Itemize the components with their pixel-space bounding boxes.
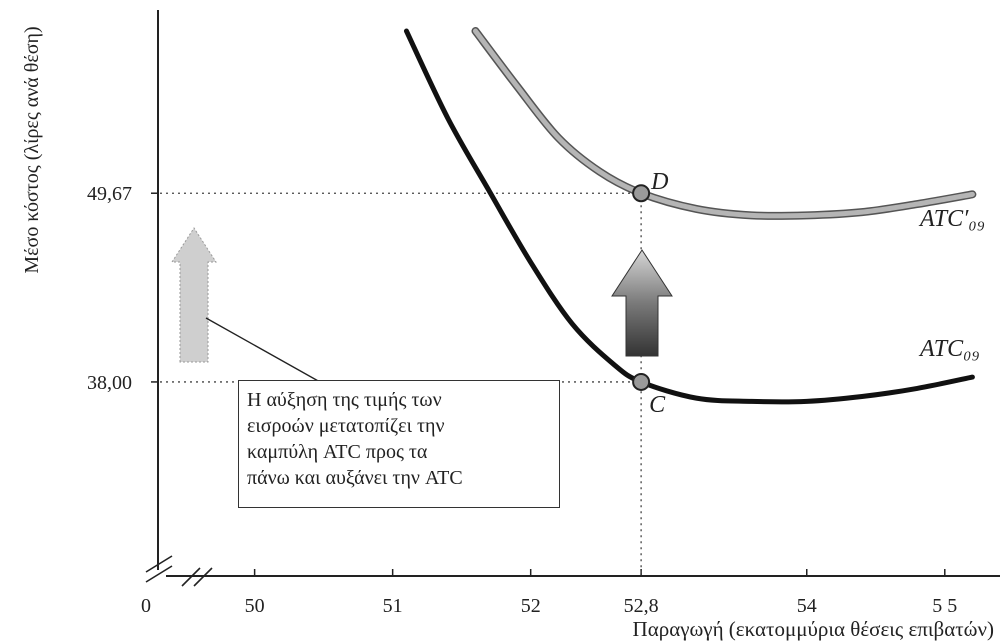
big-shift-arrow — [611, 249, 673, 357]
atc-curve — [403, 28, 975, 405]
x-axis-break — [181, 567, 213, 587]
point-label: C — [649, 392, 666, 418]
annotation-box: Η αύξηση της τιμής των εισροών μετατοπίζ… — [238, 380, 560, 508]
series-label: ATC₀₉ — [918, 336, 980, 362]
point-marker — [632, 372, 651, 391]
y-tick-label: 38,00 — [87, 372, 132, 394]
x-tick-label: 54 — [797, 595, 817, 617]
point-marker — [632, 184, 651, 203]
series-label: ATC′₀₉ — [918, 206, 985, 232]
annotation-line-1: Η αύξηση της τιμής των — [247, 389, 442, 411]
small-shift-arrow — [171, 227, 217, 363]
x-tick-label: 52,8 — [624, 595, 659, 617]
x-origin-label: 0 — [141, 595, 151, 617]
x-tick-label: 50 — [245, 595, 265, 617]
x-tick-label: 51 — [383, 595, 403, 617]
annotation-line-4: πάνω και αυξάνει την ATC — [247, 467, 463, 489]
point-label: D — [650, 169, 668, 195]
x-axis-title: Παραγωγή (εκατομμύρια θέσεις επιβατών) — [633, 617, 994, 641]
atc-shifted-curve — [472, 28, 975, 219]
y-axis-title: Μέσο κόστος (λίρες ανά θέση) — [21, 26, 43, 273]
annotation-line-2: εισροών μετατοπίζει την — [247, 415, 445, 437]
y-axis-break — [145, 555, 173, 583]
x-tick-label: 5 5 — [932, 595, 957, 617]
x-tick-label: 52 — [521, 595, 541, 617]
atc-shifted-curve-outline — [471, 27, 977, 220]
annotation-leader-line — [205, 317, 321, 383]
y-tick-label: 49,67 — [87, 183, 132, 205]
annotation-line-3: καμπύλη ATC προς τα — [247, 441, 428, 463]
